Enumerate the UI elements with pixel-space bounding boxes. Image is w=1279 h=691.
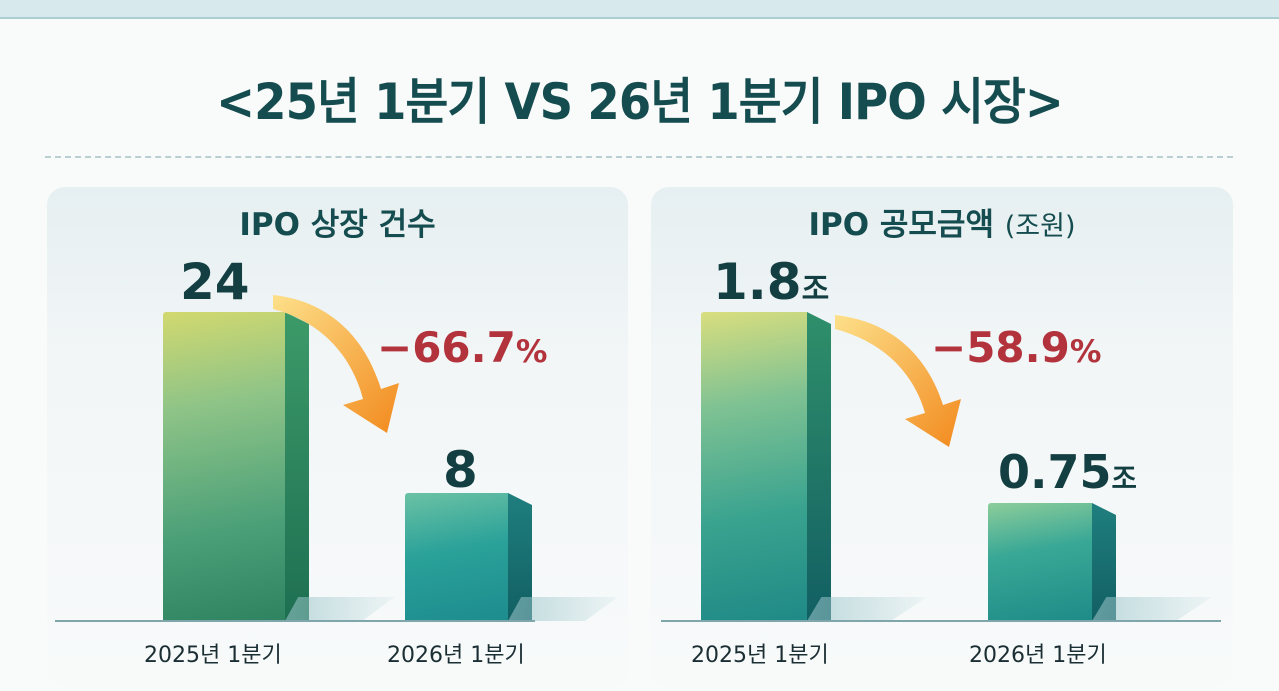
x-label-2026: 2026년 1분기 bbox=[387, 643, 525, 668]
change-percent: −58.9% bbox=[931, 323, 1102, 372]
bar-shadow bbox=[1092, 597, 1212, 621]
bar-shadow bbox=[508, 597, 618, 621]
dashed-divider bbox=[45, 156, 1233, 158]
bar-shadow bbox=[285, 597, 395, 621]
value-label-2025: 24 bbox=[180, 253, 250, 311]
page-title: <25년 1분기 VS 26년 1분기 IPO 시장> bbox=[216, 73, 1064, 131]
value-label-2026: 0.75조 bbox=[998, 445, 1137, 499]
decline-arrow-icon bbox=[273, 295, 399, 433]
bar-2026 bbox=[405, 493, 532, 621]
bar-2025 bbox=[701, 312, 831, 621]
change-percent: −66.7% bbox=[377, 323, 548, 372]
value-label-2025: 1.8조 bbox=[713, 253, 830, 311]
bar-2026 bbox=[988, 503, 1116, 621]
x-label-2025: 2025년 1분기 bbox=[144, 643, 282, 668]
axis-baseline bbox=[661, 620, 1221, 622]
x-label-2025: 2025년 1분기 bbox=[691, 643, 829, 668]
bar-shadow bbox=[807, 597, 927, 621]
panel-title: IPO 공모금액 (조원) bbox=[808, 207, 1076, 243]
panel-ipo-count: IPO 상장 건수 24 −66.7% 8 2025년 1분기 2026년 1분… bbox=[47, 187, 628, 687]
value-label-2026: 8 bbox=[443, 441, 478, 499]
decline-arrow-icon bbox=[835, 315, 961, 447]
panel-title: IPO 상장 건수 bbox=[239, 207, 436, 243]
x-label-2026: 2026년 1분기 bbox=[969, 643, 1107, 668]
bar-2025 bbox=[163, 312, 309, 621]
top-band bbox=[0, 0, 1279, 19]
axis-baseline bbox=[55, 620, 535, 622]
panel-ipo-amount: IPO 공모금액 (조원) 1.8조 −58.9% 0.75조 2025년 1분… bbox=[651, 187, 1233, 687]
